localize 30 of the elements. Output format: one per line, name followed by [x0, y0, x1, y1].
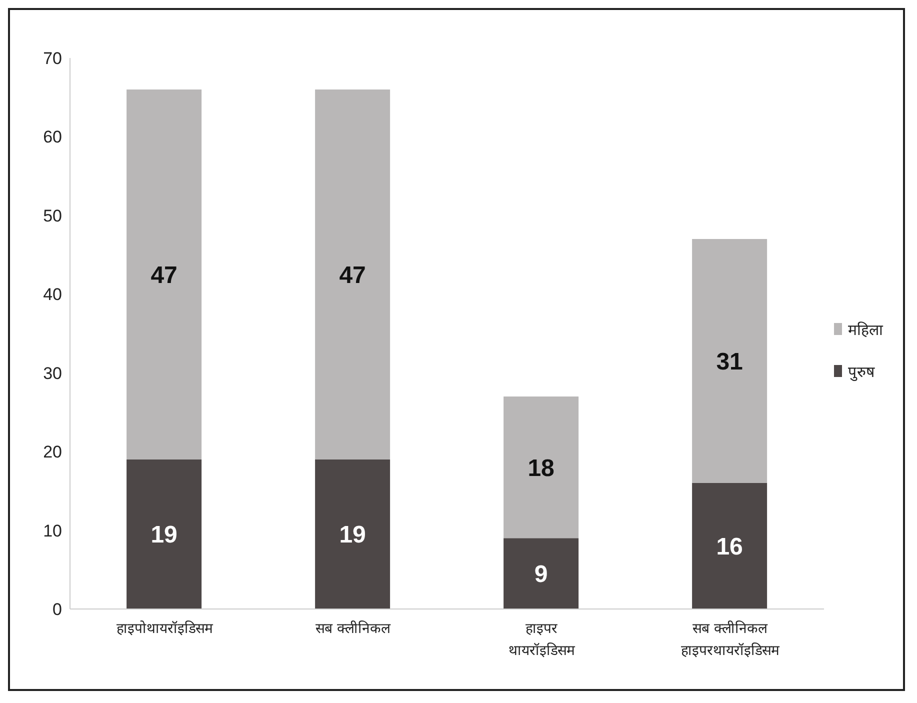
- y-tick-label: 20: [43, 442, 62, 462]
- bar: [504, 396, 579, 538]
- y-tick-label: 30: [43, 364, 62, 383]
- y-tick-label: 10: [43, 521, 62, 540]
- y-tick-label: 0: [52, 600, 62, 620]
- data-label: 47: [339, 262, 366, 289]
- bar: [692, 239, 768, 484]
- bar: [315, 459, 390, 609]
- bar: [504, 538, 579, 609]
- y-tick-label: 60: [43, 128, 62, 147]
- y-tick-label: 40: [43, 285, 62, 304]
- data-label: 16: [716, 534, 743, 561]
- x-tick-label: सब क्लीनिकल हाइपरथायरॉइडिसम: [680, 620, 780, 659]
- y-tick-label: 70: [43, 49, 62, 68]
- bar: [126, 89, 202, 460]
- x-tick-label: सब क्लीनिकल: [316, 620, 391, 637]
- bar: [692, 483, 768, 609]
- data-label: 19: [339, 522, 366, 549]
- bar: [126, 459, 202, 609]
- legend-label: पुरुष: [847, 362, 876, 380]
- x-tick-label: हाइपोथायरॉइडिसम: [116, 620, 214, 637]
- data-label: 18: [528, 454, 554, 482]
- data-label: 31: [716, 348, 743, 376]
- data-label: 9: [534, 561, 548, 588]
- x-tick-label: हाइपर थायरॉइडिसम: [508, 621, 576, 659]
- bar: [315, 89, 390, 460]
- data-label: 47: [150, 262, 178, 289]
- y-tick-label: 50: [43, 206, 62, 226]
- data-label: 19: [150, 522, 178, 549]
- legend-label: महिला: [847, 320, 883, 338]
